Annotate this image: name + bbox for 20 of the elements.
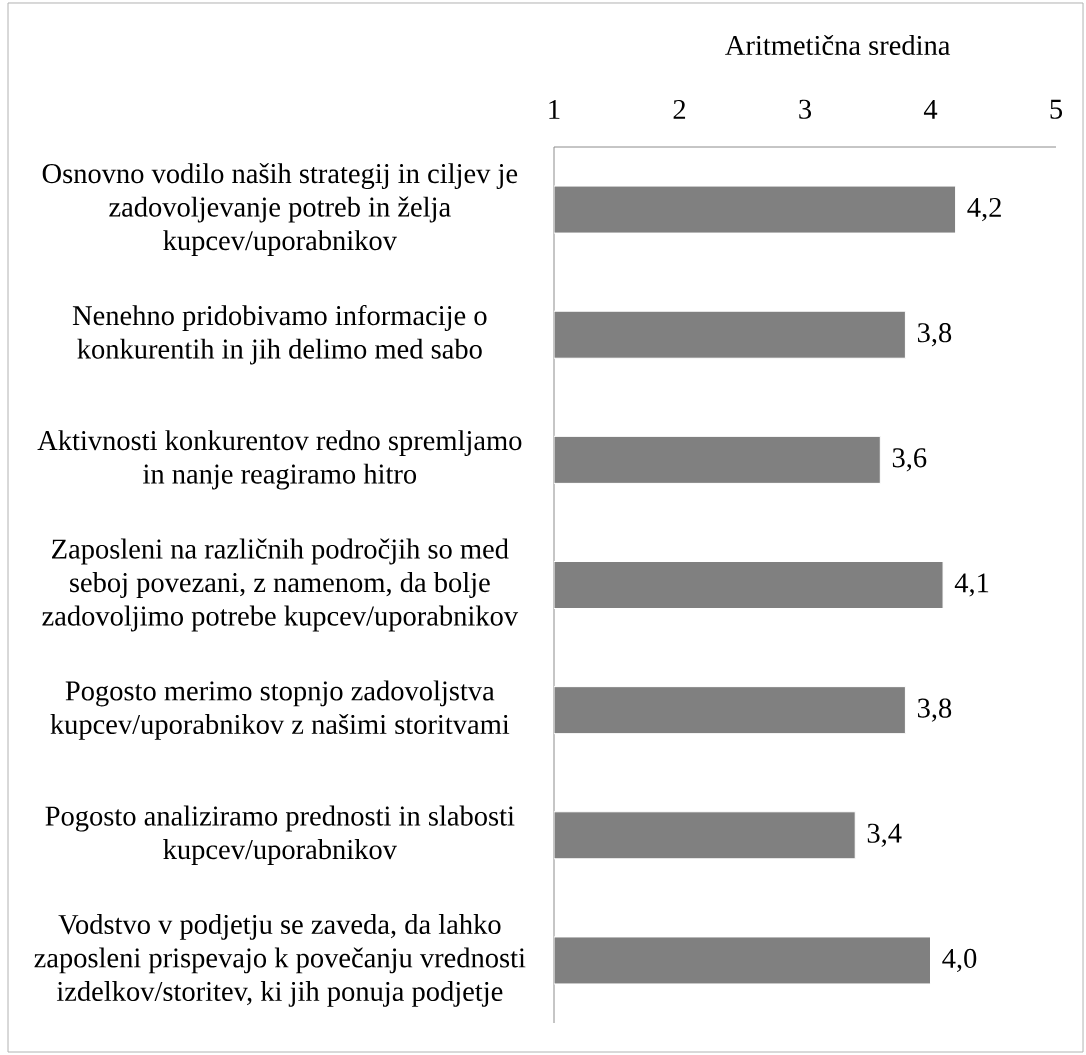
- data-label: 4,2: [967, 197, 1001, 222]
- data-label: 3,6: [892, 448, 927, 472]
- x-axis-title: Aritmetična sredina: [725, 34, 951, 56]
- y-tick-label: Osnovno vodilo naših strategij in ciljev je zadovoljevanje potreb in želja kupcev/uporabnikov: [42, 163, 518, 257]
- data-label: 3,8: [917, 323, 952, 347]
- y-tick-label: Vodstvo v podjetju se zaveda, da lahko zaposleni prispevajo k povečanju vrednosti izdelkov/storitev, ki jih ponuja podjetje: [34, 914, 526, 1007]
- data-label: 4,1: [954, 573, 989, 597]
- y-tick-label: Pogosto merimo stopnjo zadovoljstva kupcev/uporabnikov z našimi storitvami: [50, 680, 510, 740]
- x-tick-label: 1: [549, 99, 560, 119]
- y-tick-label: Zaposleni na različnih področjih so med seboj povezani, z namenom, da bolje zadovoljimo potrebe kupcev/uporabnikov: [42, 538, 519, 632]
- x-tick-label: 4: [923, 100, 938, 119]
- x-tick-label: 5: [1050, 99, 1063, 119]
- x-tick-label: 3: [799, 99, 812, 119]
- data-label: 4,0: [942, 948, 977, 973]
- y-tick-label: Pogosto analiziramo prednosti in slabosti kupcev/uporabnikov: [45, 805, 515, 865]
- y-tick-label: Aktivnosti konkurentov redno spremljamo in nanje reagiramo hitro: [37, 430, 522, 490]
- data-label: 3,4: [867, 823, 902, 847]
- y-tick-label: Nenehno pridobivamo informacije o konkurentih in jih delimo med sabo: [72, 304, 487, 365]
- x-tick-label: 2: [673, 99, 686, 119]
- data-label: 3,8: [917, 698, 952, 722]
